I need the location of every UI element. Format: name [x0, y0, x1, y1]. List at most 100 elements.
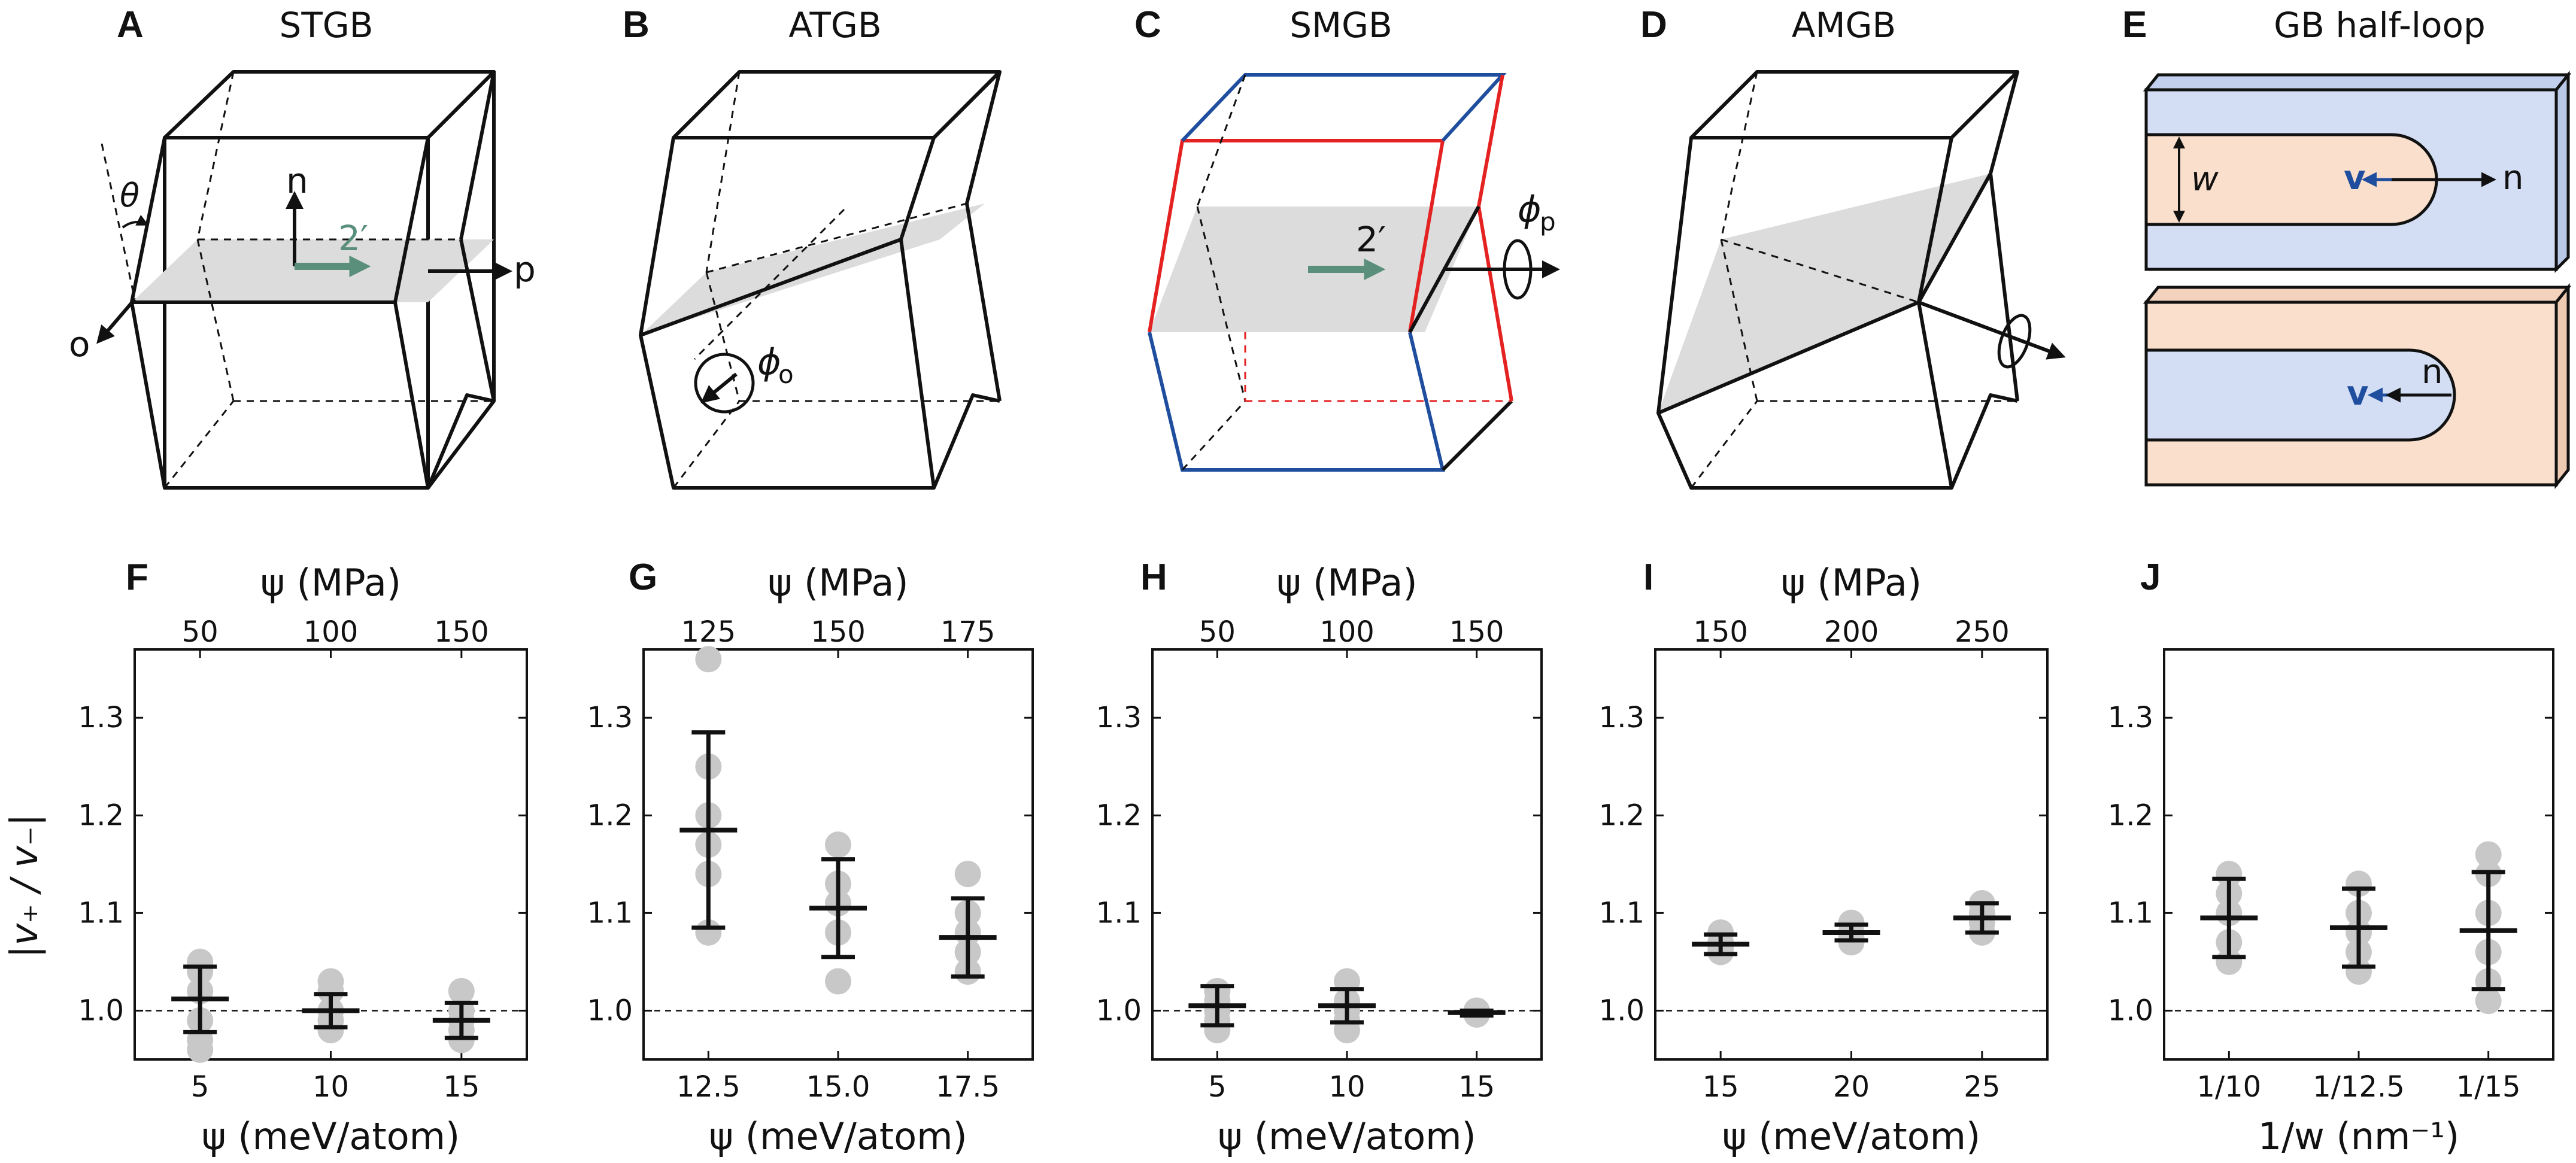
plot-frame: [1654, 648, 2049, 1061]
x-tick-label: 15: [443, 1070, 480, 1104]
bottom-axis-title: ψ (meV/atom): [1218, 1115, 1476, 1158]
bottom-axis-title: ψ (meV/atom): [202, 1115, 460, 1158]
bottom-axis-title: ψ (meV/atom): [709, 1115, 967, 1158]
label-2prime-c: 2′: [1356, 219, 1386, 260]
x-tick-label: 17.5: [936, 1070, 1000, 1104]
bottom-axis-title: ψ (meV/atom): [1722, 1115, 1980, 1158]
schematic-smgb: C SMGB 2′ ϕ p: [1134, 4, 1560, 472]
data-point: [695, 646, 722, 673]
top-axis-title: ψ (MPa): [260, 561, 401, 605]
y-tick-label: 1.1: [587, 896, 633, 930]
x-tick-label: 25: [1964, 1070, 2000, 1104]
y-tick-label: 1.2: [2108, 798, 2153, 832]
y-tick-label: 1.1: [1599, 896, 1644, 930]
schematic-amgb: D AMGB: [1640, 4, 2066, 490]
top-axis-title: ψ (MPa): [1276, 561, 1417, 605]
top-tick-label: 125: [681, 615, 736, 649]
data-point: [825, 831, 851, 858]
top-tick-label: 100: [304, 615, 359, 649]
panel-letter-a: A: [117, 4, 144, 45]
label-2prime: 2′: [338, 218, 368, 259]
label-theta: θ: [120, 177, 139, 214]
x-tick-label: 10: [1328, 1070, 1365, 1104]
y-tick-label: 1.3: [1096, 701, 1142, 734]
y-tick-label: 1.2: [1096, 798, 1142, 832]
data-point: [954, 861, 981, 888]
data-point: [448, 977, 475, 1004]
chart-j: J 1.0 1.1 1.2 1.3 1/10 1/12.5 1/15 1/w (nm⁻¹): [2108, 557, 2554, 1158]
y-tick-label: 1.0: [1599, 994, 1644, 1027]
x-tick-label: 15.0: [806, 1070, 870, 1104]
label-phi-o: ϕ: [757, 341, 781, 383]
label-v-top: v: [2344, 159, 2366, 198]
panel-title-d: AMGB: [1792, 5, 1896, 45]
panel-letter-g: G: [629, 557, 657, 598]
y-tick-label: 1.3: [587, 701, 633, 734]
label-phi-o-sub: o: [778, 360, 794, 389]
y-tick-label: 1.2: [78, 798, 124, 832]
data-point: [317, 977, 344, 1004]
bottom-axis-title: 1/w (nm⁻¹): [2258, 1115, 2459, 1158]
label-p: p: [514, 249, 536, 290]
label-n-top: n: [2502, 159, 2524, 198]
x-tick-label: 5: [191, 1070, 210, 1104]
y-tick-label: 1.1: [1096, 896, 1142, 930]
panel-letter-e: E: [2122, 4, 2147, 45]
top-axis-title: ψ (MPa): [1781, 561, 1922, 605]
top-tick-label: 100: [1319, 615, 1375, 649]
label-phi-p: ϕ: [1518, 189, 1542, 230]
label-o: o: [69, 324, 90, 365]
y-tick-label: 1.1: [78, 896, 124, 930]
data-point: [187, 1036, 214, 1063]
x-tick-label: 12.5: [676, 1070, 741, 1104]
x-tick-label: 10: [312, 1070, 349, 1104]
x-tick-label: 1/12.5: [2313, 1070, 2405, 1104]
x-tick-label: 20: [1833, 1070, 1870, 1104]
panel-title-c: SMGB: [1289, 5, 1392, 45]
panel-letter-h: H: [1140, 557, 1167, 598]
x-tick-label: 1/10: [2196, 1070, 2261, 1104]
label-phi-p-sub: p: [1540, 207, 1556, 236]
panel-title-b: ATGB: [788, 5, 881, 45]
data-point: [825, 968, 851, 995]
top-axis-title: ψ (MPa): [767, 561, 908, 605]
panel-letter-f: F: [126, 557, 148, 598]
top-tick-label: 200: [1824, 615, 1879, 649]
label-n: n: [286, 160, 308, 201]
schematic-stgb: A STGB n 2′ p o: [69, 4, 536, 490]
x-tick-label: 5: [1208, 1070, 1227, 1104]
panel-letter-b: B: [623, 4, 650, 45]
y-tick-label: 1.0: [1096, 994, 1142, 1027]
panel-letter-i: I: [1643, 557, 1653, 598]
y-tick-label: 1.0: [587, 994, 633, 1027]
label-n-bottom: n: [2422, 353, 2443, 391]
y-tick-label: 1.0: [2108, 994, 2153, 1027]
top-tick-label: 50: [1199, 615, 1236, 649]
panel-letter-c: C: [1134, 4, 1161, 45]
y-tick-label: 1.1: [2108, 896, 2153, 930]
panel-letter-d: D: [1640, 4, 1667, 45]
schematic-atgb: B ATGB ϕ o: [623, 4, 1002, 490]
panel-letter-j: J: [2140, 557, 2161, 598]
top-tick-label: 150: [811, 615, 866, 649]
top-tick-label: 150: [1449, 615, 1504, 649]
top-tick-label: 150: [434, 615, 489, 649]
x-tick-label: 15: [1458, 1070, 1495, 1104]
x-tick-label: 15: [1703, 1070, 1739, 1104]
top-tick-label: 250: [1955, 615, 2010, 649]
y-tick-label: 1.0: [78, 994, 124, 1027]
top-tick-label: 50: [182, 615, 219, 649]
y-tick-label: 1.2: [1599, 798, 1644, 832]
top-tick-label: 150: [1693, 615, 1748, 649]
y-tick-label: 1.3: [2108, 701, 2153, 734]
x-tick-label: 1/15: [2456, 1070, 2521, 1104]
y-tick-label: 1.2: [587, 798, 633, 832]
data-point: [2475, 841, 2502, 868]
schematic-halfloop: E GB half-loop w v n v n: [2122, 4, 2572, 490]
